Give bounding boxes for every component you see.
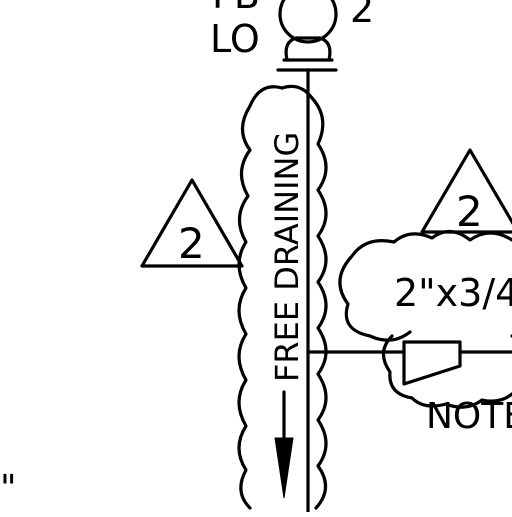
reducer-icon [402,340,462,386]
revision-cloud-right [338,229,512,342]
revision-triangle-left-label: 2 [178,219,205,268]
edge-fragment-mark: " [0,468,17,509]
instrument-tag-bottom: LO [210,17,260,61]
revision-number-top: 2 [350,0,374,31]
revision-cloud-vertical [237,84,328,510]
free-draining-label: FREE DRAINING [268,132,306,382]
revision-cloud-note [381,334,512,409]
revision-triangle-left: 2 [140,178,244,268]
instrument-valve-icon [276,0,338,72]
flow-arrow-down-icon [274,390,294,499]
revision-triangle-right-label: 2 [456,187,483,236]
instrument-tag-top: FB [212,0,260,17]
revision-triangle-right: 2 [420,148,512,236]
branch-note-label: NOTE [426,396,512,437]
branch-size-label: 2"x3/4 [394,271,512,315]
